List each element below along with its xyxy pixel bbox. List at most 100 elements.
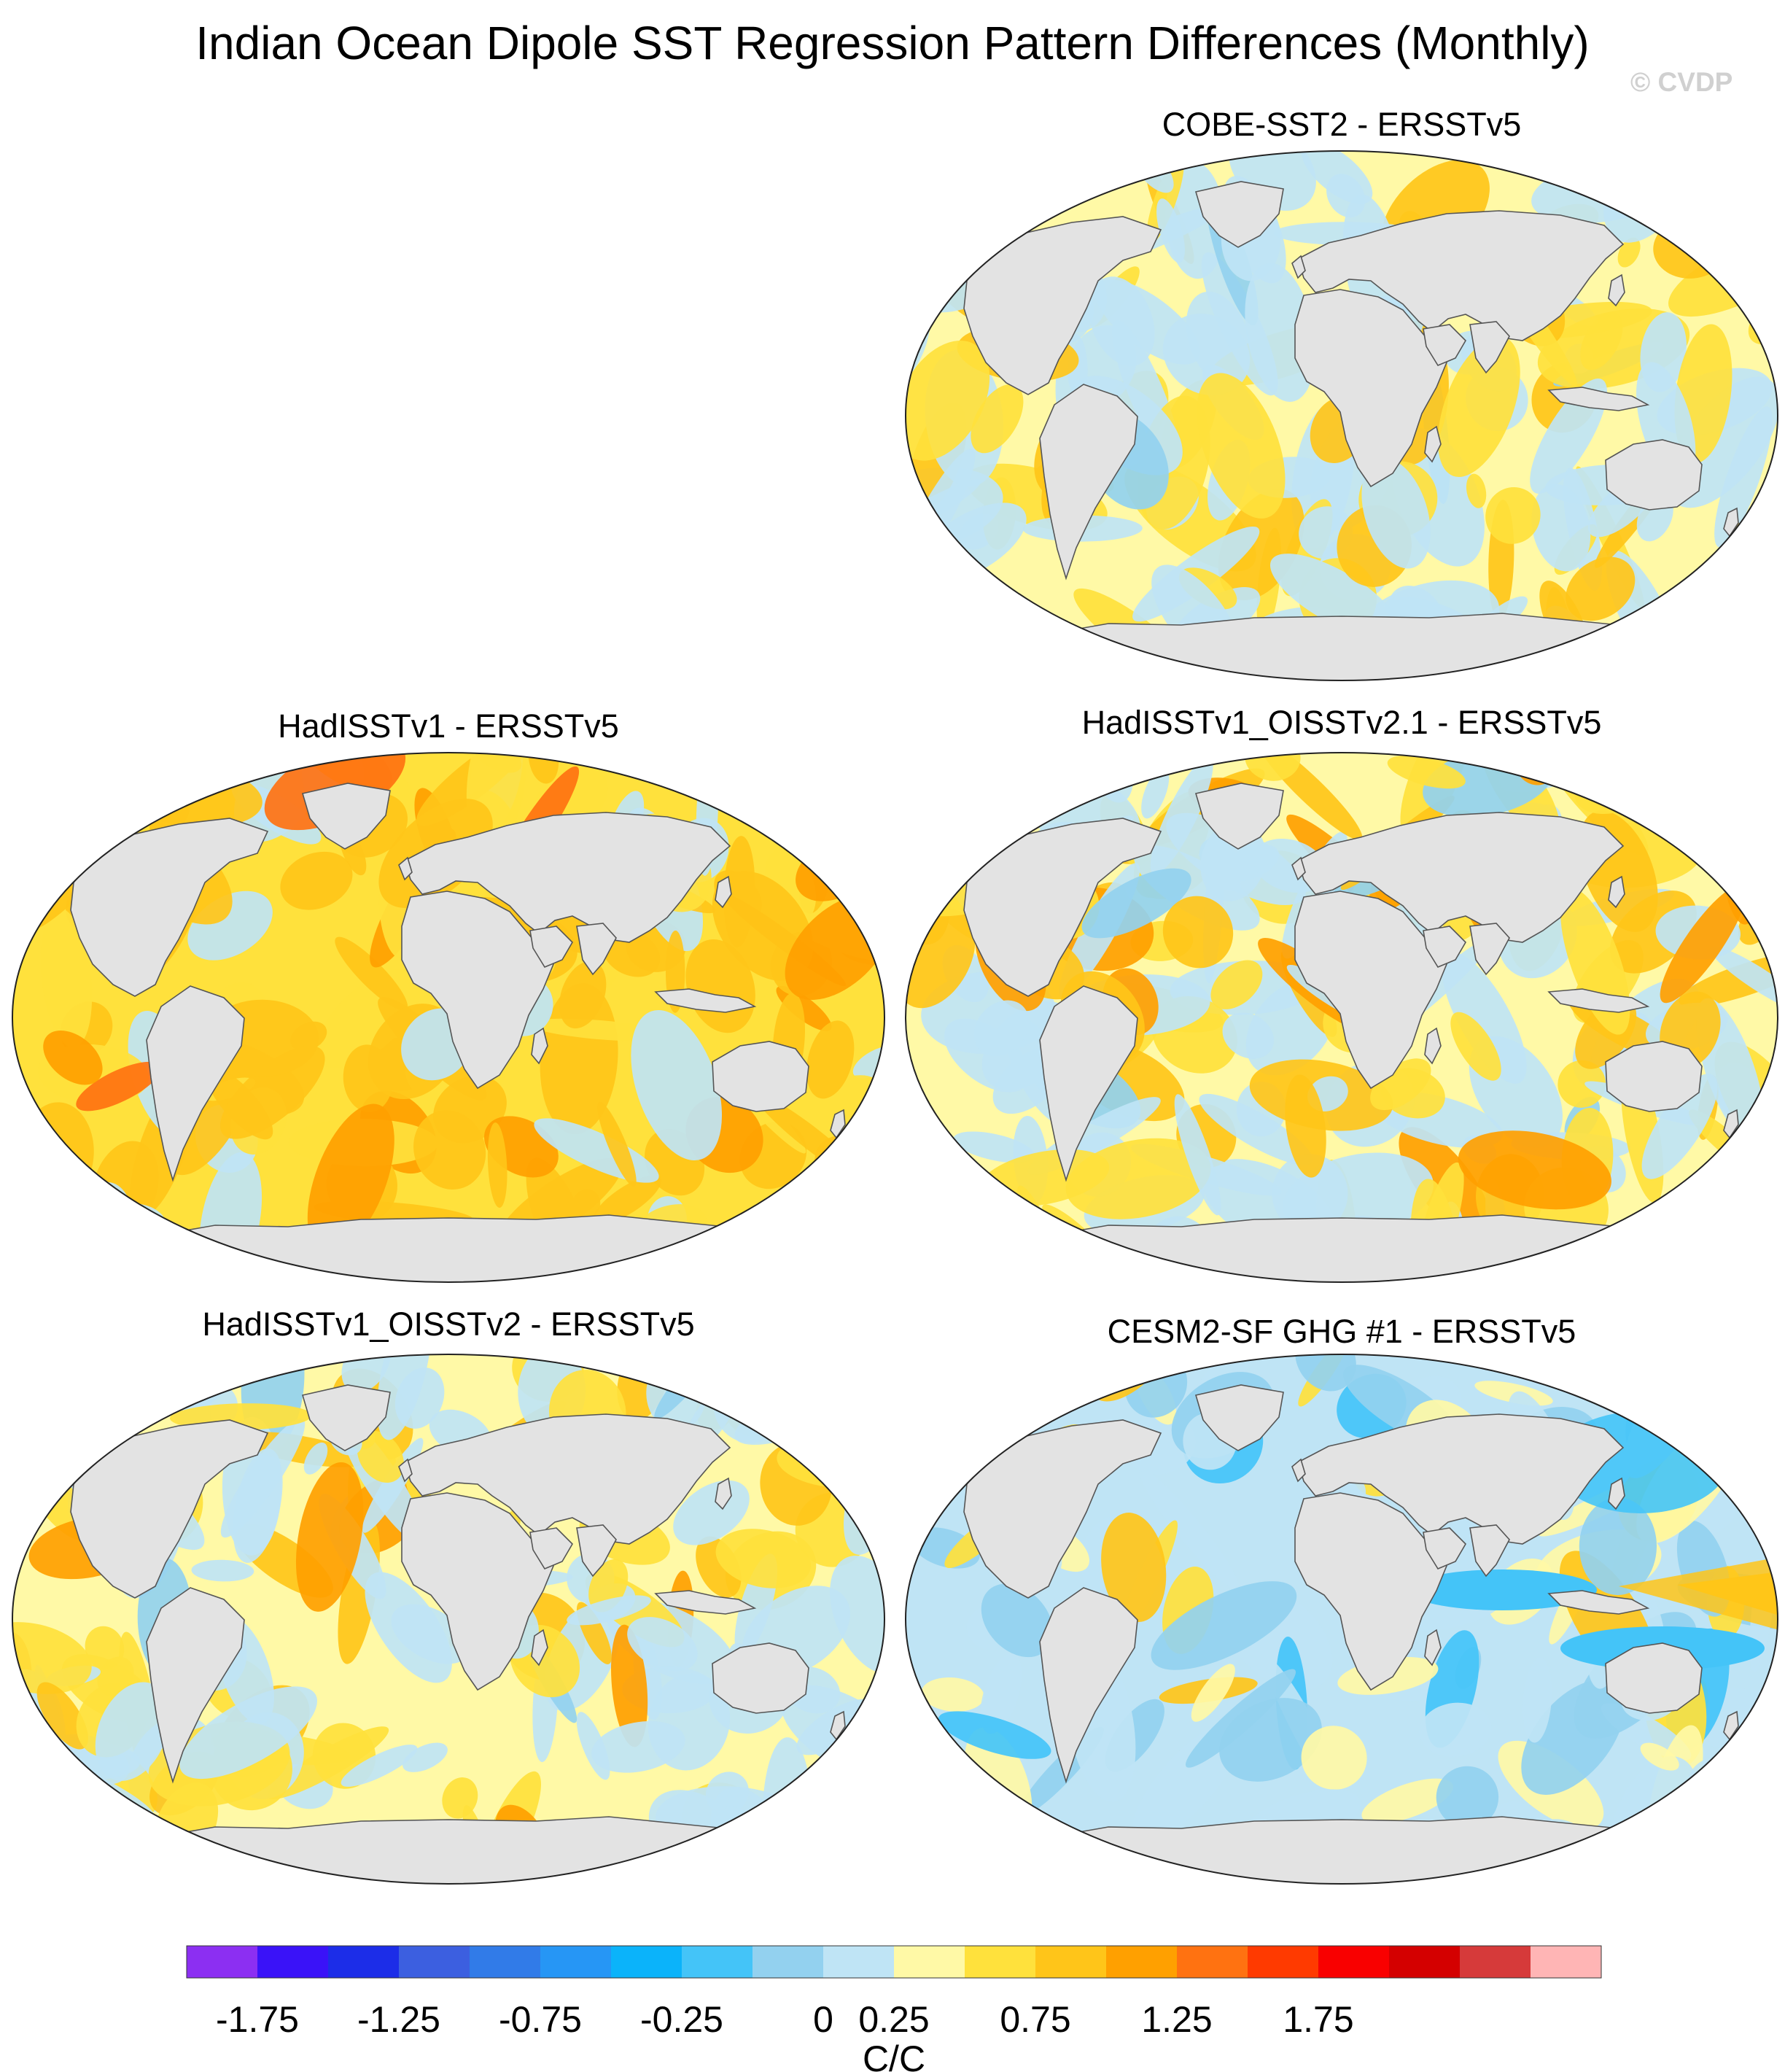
land-greenland — [301, 1384, 391, 1451]
land-namerica — [963, 1419, 1162, 1599]
panel-title-cesm2: CESM2-SF GHG #1 - ERSSTv5 — [1107, 1313, 1576, 1350]
colorbar-swatch — [1106, 1946, 1178, 1978]
land-samerica — [1039, 384, 1138, 581]
colorbar-swatch — [894, 1946, 965, 1978]
land-japan — [715, 875, 732, 909]
land-australia — [712, 1041, 809, 1112]
land-eurasia — [1297, 812, 1625, 943]
land-eurasia — [404, 1413, 731, 1545]
land-samerica — [146, 985, 245, 1182]
land-newzealand — [830, 1109, 846, 1139]
land-arabia — [1423, 324, 1467, 367]
land-australia — [1605, 439, 1703, 511]
map-panel-cobe — [905, 150, 1778, 681]
land-namerica — [70, 1419, 269, 1599]
colorbar-tick-label: -1.75 — [216, 1999, 299, 2040]
land-samerica — [146, 1587, 245, 1784]
land-madagascar — [531, 1629, 548, 1666]
colorbar-swatch — [328, 1946, 400, 1978]
land-japan — [715, 1477, 732, 1510]
land-arabia — [529, 1527, 574, 1570]
land-africa — [1294, 891, 1447, 1090]
colorbar-swatch — [257, 1946, 329, 1978]
land-africa — [1294, 1492, 1447, 1691]
land-newzealand — [1723, 507, 1739, 538]
colorbar-tick-label: 0 — [813, 1999, 833, 2040]
land-samerica — [1039, 1587, 1138, 1784]
land-indonesia — [1547, 387, 1650, 411]
map-panel-hadisst-oisstv2 — [12, 1354, 885, 1885]
colorbar-tick-label: 1.75 — [1283, 1999, 1353, 2040]
land-indonesia — [654, 1590, 757, 1615]
map-panel-hadisst-oisstv21 — [905, 752, 1778, 1283]
land-madagascar — [1424, 425, 1442, 463]
land-arabia — [529, 926, 574, 969]
panel-title-hadisst-oisstv21: HadISSTv1_OISSTv2.1 - ERSSTv5 — [1081, 704, 1602, 741]
land-australia — [1605, 1041, 1703, 1112]
land-japan — [1608, 1477, 1625, 1510]
colorbar-swatch — [1318, 1946, 1390, 1978]
map-panel-cesm2 — [905, 1354, 1778, 1885]
land-uk — [398, 1458, 413, 1483]
land-newzealand — [1723, 1109, 1739, 1139]
colorbar-swatch — [611, 1946, 682, 1978]
land-greenland — [301, 783, 391, 850]
colorbar-swatch — [1248, 1946, 1319, 1978]
land-africa — [401, 891, 554, 1090]
land-greenland — [1194, 1384, 1284, 1451]
land-uk — [1291, 255, 1306, 279]
land-india — [576, 923, 617, 976]
colorbar-units: C/C — [863, 2038, 925, 2072]
colorbar-swatch — [682, 1946, 753, 1978]
colorbar-swatch — [1460, 1946, 1531, 1978]
colorbar-swatch — [1531, 1946, 1602, 1978]
colorbar-swatch — [823, 1946, 895, 1978]
colorbar-swatch — [1389, 1946, 1461, 1978]
panel-title-hadisst: HadISSTv1 - ERSSTv5 — [278, 707, 619, 745]
land-australia — [1605, 1642, 1703, 1714]
map-panel-hadisst — [12, 752, 885, 1283]
land-samerica — [1039, 985, 1138, 1182]
panel-title-hadisst-oisstv2: HadISSTv1_OISSTv2 - ERSSTv5 — [202, 1305, 695, 1343]
colorbar-tick-label: -1.25 — [357, 1999, 440, 2040]
land-africa — [1294, 289, 1447, 488]
land-namerica — [963, 818, 1162, 997]
land-indonesia — [1547, 988, 1650, 1013]
colorbar-tick-label: -0.75 — [499, 1999, 582, 2040]
land-eurasia — [1297, 210, 1625, 341]
land-indonesia — [654, 988, 757, 1013]
land-eurasia — [1297, 1413, 1625, 1545]
land-india — [1469, 321, 1510, 374]
land-india — [1469, 923, 1510, 976]
land-africa — [401, 1492, 554, 1691]
land-uk — [1291, 1458, 1306, 1483]
land-australia — [712, 1642, 809, 1714]
colorbar-tick-label: 0.25 — [858, 1999, 929, 2040]
land-namerica — [963, 216, 1162, 395]
panel-title-cobe: COBE-SST2 - ERSSTv5 — [1162, 106, 1522, 143]
land-namerica — [70, 818, 269, 997]
colorbar-swatch — [187, 1946, 258, 1978]
colorbar-tick-label: 1.25 — [1141, 1999, 1212, 2040]
land-greenland — [1194, 181, 1284, 248]
land-uk — [398, 856, 413, 881]
land-eurasia — [404, 812, 731, 943]
land-madagascar — [1424, 1027, 1442, 1065]
colorbar-swatch — [1035, 1946, 1107, 1978]
land-arabia — [1423, 926, 1467, 969]
colorbar-swatch — [470, 1946, 541, 1978]
land-uk — [1291, 856, 1306, 881]
land-indonesia — [1547, 1590, 1650, 1615]
colorbar-swatch — [540, 1946, 612, 1978]
colorbar-tick-label: -0.25 — [640, 1999, 723, 2040]
land-greenland — [1194, 783, 1284, 850]
colorbar-swatch — [399, 1946, 470, 1978]
land-newzealand — [830, 1710, 846, 1741]
colorbar-swatch — [752, 1946, 824, 1978]
colorbar-swatch — [965, 1946, 1036, 1978]
colorbar-tick-label: 0.75 — [1000, 1999, 1070, 2040]
land-japan — [1608, 875, 1625, 909]
land-madagascar — [1424, 1629, 1442, 1666]
land-india — [1469, 1524, 1510, 1578]
